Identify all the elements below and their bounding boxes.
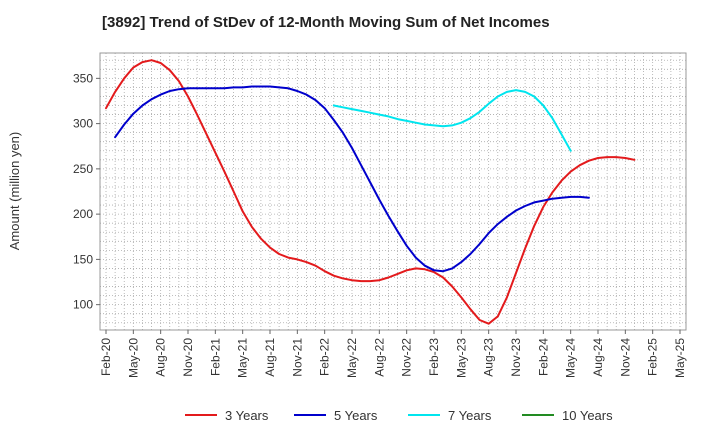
series-lines <box>105 59 636 325</box>
x-tick-label: Aug-22 <box>372 338 386 377</box>
chart-title: [3892] Trend of StDev of 12-Month Moving… <box>102 14 550 31</box>
x-tick-label: May-22 <box>345 338 359 378</box>
x-axis: Feb-20 May-20 Aug-20 Nov-20 Feb-21 May-21 Aug-… <box>99 330 687 378</box>
x-tick-label: Nov-24 <box>618 338 632 377</box>
legend-label: 7 Years <box>448 408 492 423</box>
grid <box>100 53 686 330</box>
legend-label: 3 Years <box>225 408 269 423</box>
legend: 3 Years 5 Years 7 Years 10 Years <box>185 408 613 423</box>
x-tick-label: Feb-24 <box>536 338 550 376</box>
legend-label: 5 Years <box>334 408 378 423</box>
x-tick-label: Nov-20 <box>181 338 195 377</box>
legend-label: 10 Years <box>562 408 613 423</box>
y-axis: 100 150 200 250 300 350 <box>73 71 100 312</box>
y-tick-label: 100 <box>73 298 93 312</box>
y-tick-label: 350 <box>73 71 93 85</box>
x-tick-label: May-20 <box>126 338 140 378</box>
y-tick-label: 150 <box>73 252 93 266</box>
x-tick-label: May-21 <box>236 338 250 378</box>
x-tick-label: Aug-23 <box>482 338 496 377</box>
x-tick-label: Aug-21 <box>263 338 277 377</box>
x-tick-label: Nov-23 <box>509 338 523 377</box>
y-tick-label: 250 <box>73 162 93 176</box>
x-tick-label: Nov-21 <box>290 338 304 377</box>
x-tick-label: May-24 <box>564 338 578 378</box>
x-tick-label: Aug-24 <box>591 338 605 377</box>
series-line <box>114 85 590 273</box>
x-tick-label: May-25 <box>673 338 687 378</box>
x-tick-label: Nov-22 <box>400 338 414 377</box>
x-tick-label: Feb-20 <box>99 338 113 376</box>
y-axis-title: Amount (million yen) <box>7 132 22 251</box>
x-tick-label: May-23 <box>454 338 468 378</box>
x-tick-label: Feb-23 <box>427 338 441 376</box>
y-tick-label: 300 <box>73 117 93 131</box>
x-tick-label: Aug-20 <box>154 338 168 377</box>
series-line <box>105 59 636 325</box>
x-tick-label: Feb-22 <box>318 338 332 376</box>
x-tick-label: Feb-21 <box>208 338 222 376</box>
y-tick-label: 200 <box>73 207 93 221</box>
plot-frame <box>99 52 687 331</box>
x-tick-label: Feb-25 <box>646 338 660 376</box>
series-line <box>332 89 572 152</box>
